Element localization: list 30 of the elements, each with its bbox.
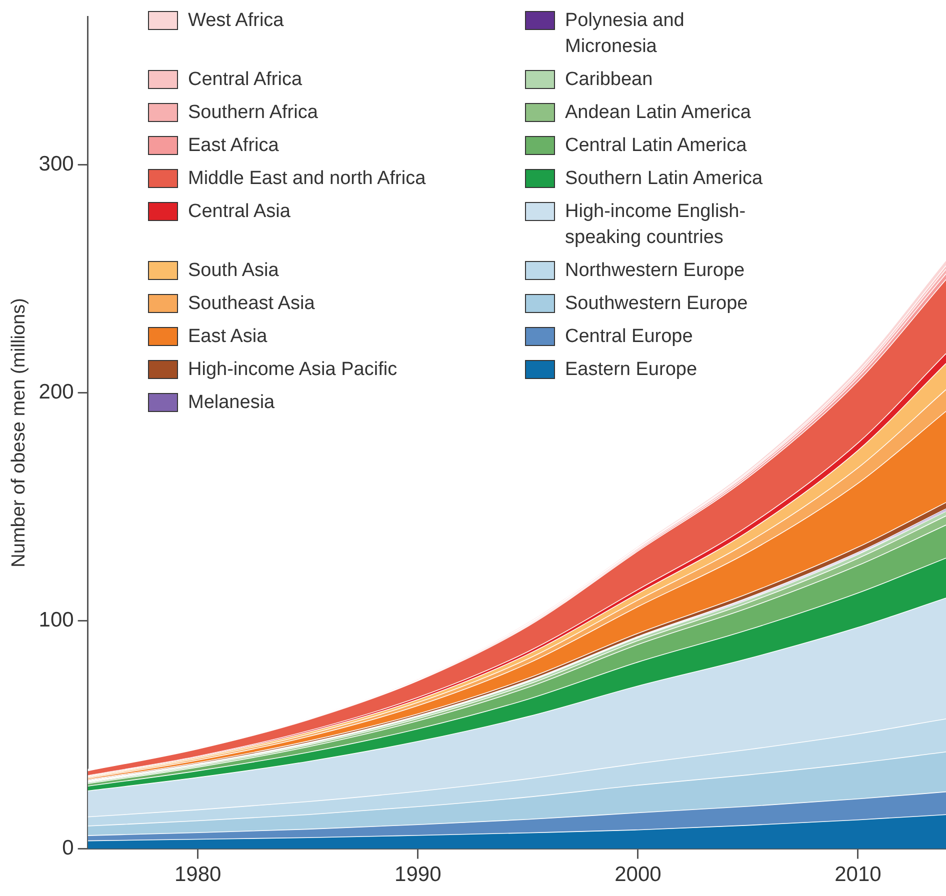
x-tick-label: 1990 [394,863,442,886]
x-tick-label: 1980 [174,863,222,886]
legend-label: Caribbean [565,68,653,92]
legend-label: Central Latin America [565,134,747,158]
y-tick-label: 0 [62,836,74,860]
y-axis-title: Number of obese men (millions) [8,298,30,568]
legend-label: Eastern Europe [565,358,698,382]
y-tick-label: 100 [38,608,74,632]
legend-label: High-income English-speaking countries [565,200,747,250]
legend-label: Southeast Asia [188,292,315,316]
legend-label: Andean Latin America [565,101,751,125]
legend-label: Central Asia [188,200,290,224]
legend-label: South Asia [188,259,279,283]
legend-label: Southern Latin America [565,167,763,191]
legend-label: Middle East and north Africa [188,167,426,191]
legend-label: West Africa [188,9,284,33]
y-tick-label: 300 [38,152,74,176]
legend-label: East Asia [188,325,268,349]
legend-label: East Africa [188,134,279,158]
legend-label: Southern Africa [188,101,318,125]
legend-label: Polynesia and Micronesia [565,9,686,59]
legend-label: Central Africa [188,68,302,92]
x-tick-label: 2010 [834,863,882,886]
legend-label: High-income Asia Pacific [188,358,398,382]
y-tick-label: 200 [38,380,74,404]
legend-label: Southwestern Europe [565,292,748,316]
legend-label: Central Europe [565,325,693,349]
x-tick-label: 2000 [614,863,662,886]
legend-label: Northwestern Europe [565,259,745,283]
legend-label: Melanesia [188,391,275,415]
